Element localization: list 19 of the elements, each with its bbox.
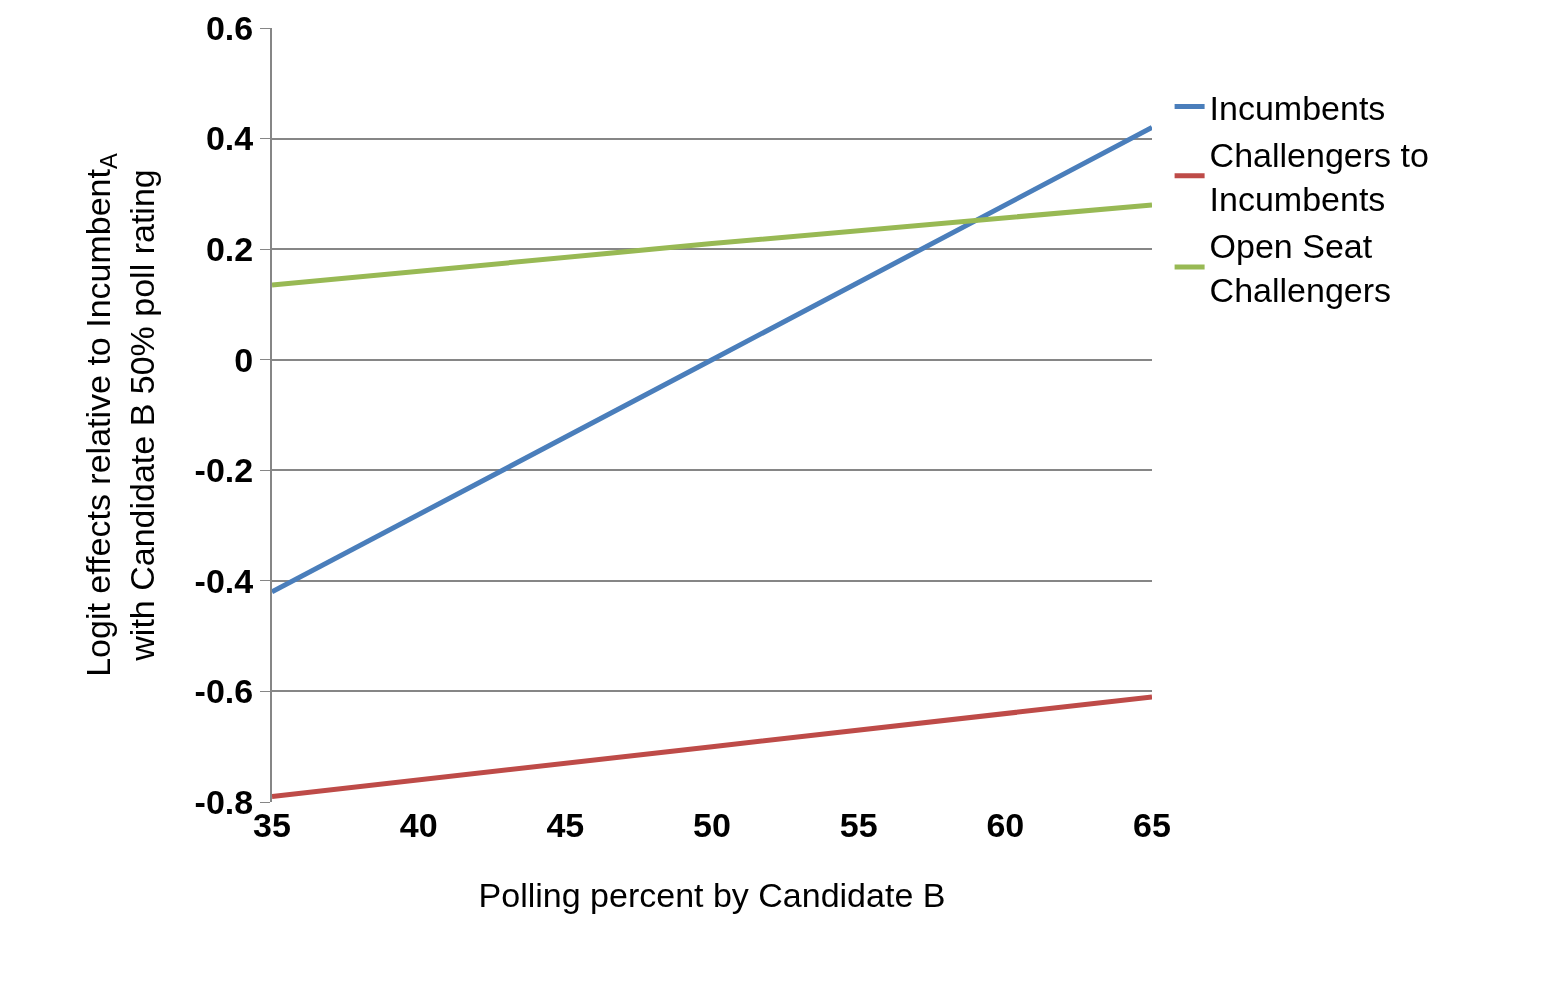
y-tick-label: -0.4 — [194, 561, 254, 600]
x-tick-label: 60 — [986, 806, 1025, 844]
y-tick-label: -0.8 — [194, 782, 254, 821]
x-tick-label: 65 — [1133, 806, 1171, 844]
x-tick-label: 35 — [253, 806, 291, 844]
y-tick-label: -0.2 — [194, 451, 254, 490]
x-tick-label: 50 — [693, 806, 731, 844]
x-tick-label: 45 — [546, 806, 585, 844]
y-tick-label: -0.6 — [194, 672, 254, 711]
y-tick-label: 0.2 — [205, 230, 254, 269]
x-axis-title: Polling percent by Candidate B — [478, 876, 946, 915]
y-tick-label: 0 — [234, 340, 254, 379]
x-tick-label: 40 — [399, 806, 438, 844]
y-tick-label: 0.4 — [205, 119, 254, 158]
legend-label: Open Seat Challengers — [1209, 227, 1392, 310]
x-tick-label: 55 — [839, 806, 878, 844]
y-tick-label: 0.6 — [205, 8, 254, 47]
legend-label: Challengers to Incumbents — [1209, 135, 1429, 219]
legend-label: Incumbents — [1209, 88, 1386, 127]
